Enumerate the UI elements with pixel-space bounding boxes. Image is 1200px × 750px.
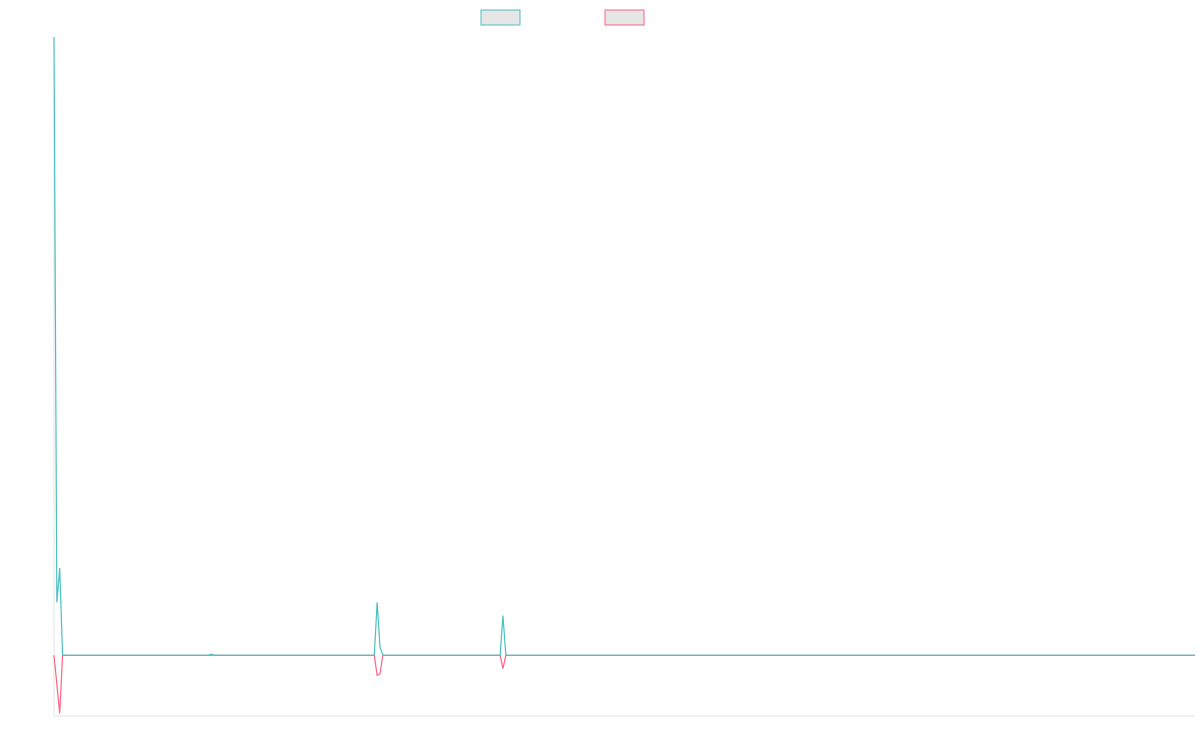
legend-swatch-1[interactable] — [480, 9, 521, 26]
legend-swatch-2[interactable] — [604, 9, 645, 26]
series-layer — [53, 36, 1195, 714]
series-line-1 — [53, 36, 1195, 656]
legend-item-2[interactable] — [604, 9, 645, 26]
legend[interactable] — [480, 9, 645, 26]
legend-item-1[interactable] — [480, 9, 521, 26]
series-line-2 — [53, 654, 1195, 714]
